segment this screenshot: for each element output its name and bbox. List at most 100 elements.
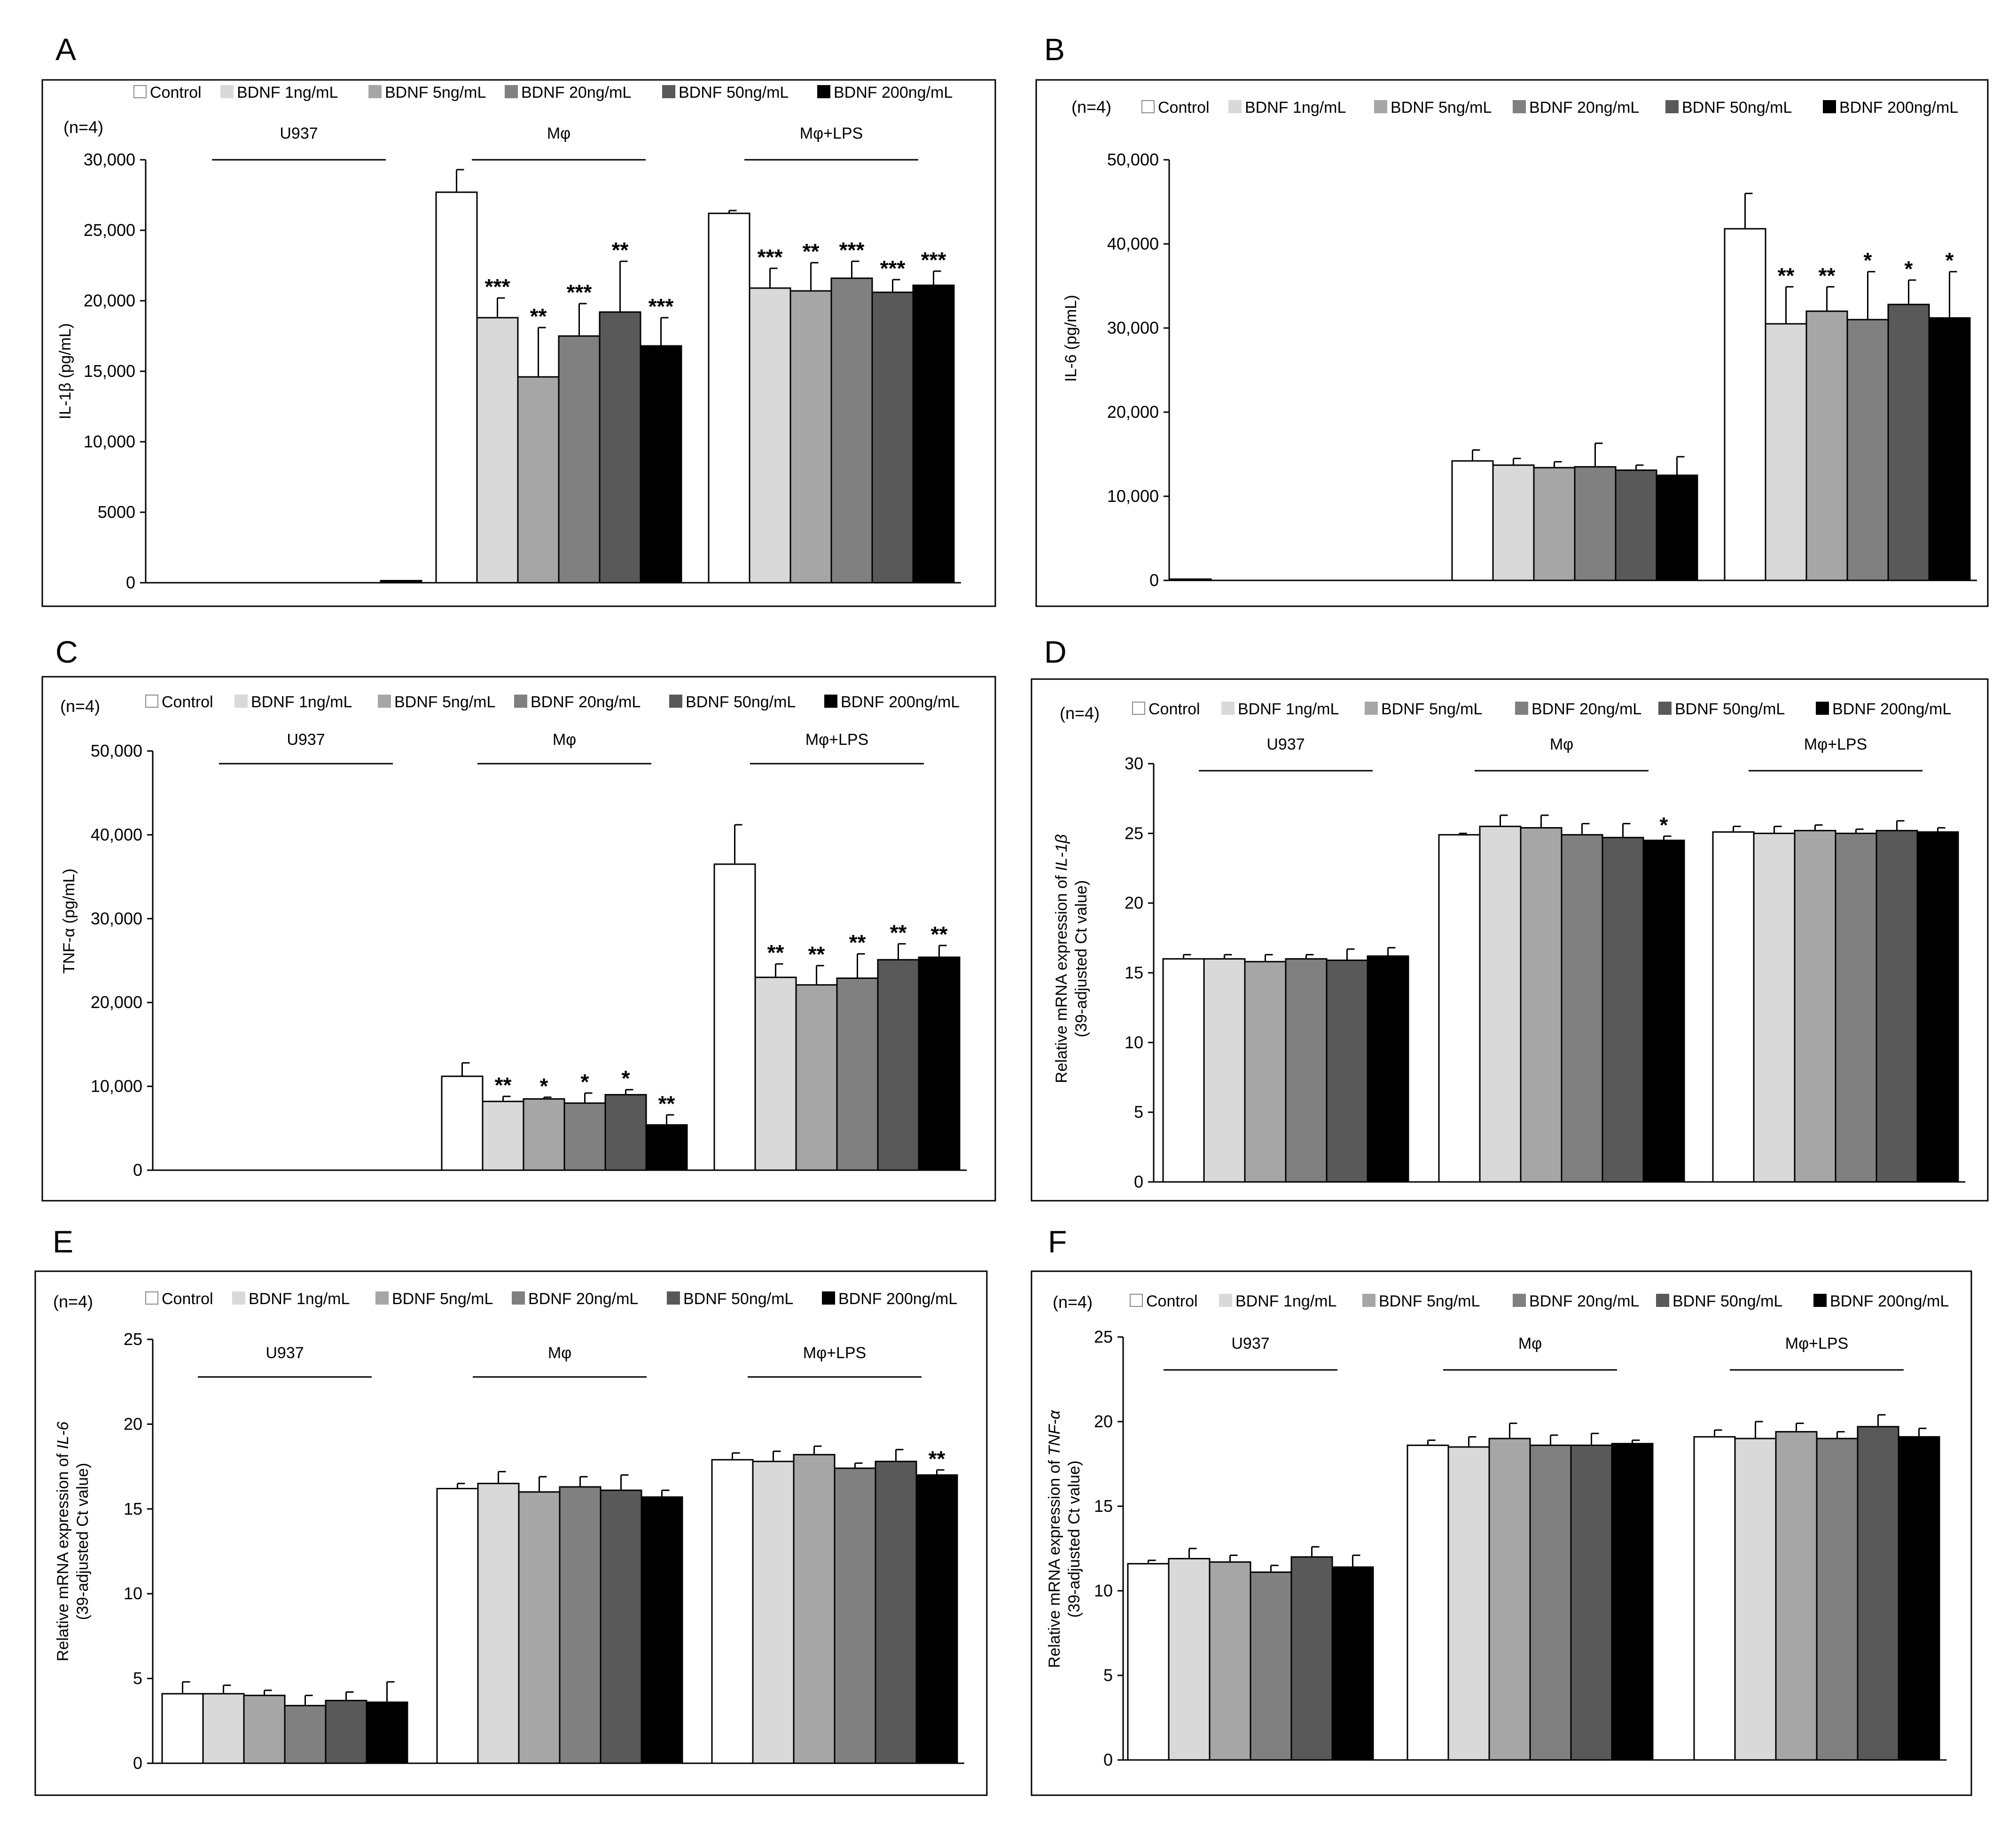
y-axis-label-line2: (39-adjusted Ct value) [1065, 1461, 1083, 1618]
panel-f: F (n=4) Control BDNF 1ng/mL BDNF 5ng/mL BDNF … [1031, 1224, 1972, 1796]
legend-entry: BDNF 20ng/mL [1529, 1292, 1639, 1310]
bars: *************************** [380, 169, 955, 584]
legend-entry: BDNF 5ng/mL [392, 1290, 493, 1308]
legend-swatch [1362, 1294, 1375, 1307]
legend-swatch [512, 1291, 525, 1305]
y-tick-label: 20 [124, 1414, 142, 1433]
bar [645, 1124, 688, 1171]
group-label: U937 [287, 731, 325, 749]
legend-entry: BDNF 5ng/mL [385, 84, 486, 102]
bar [795, 984, 838, 1171]
significance-mark: * [622, 1066, 630, 1091]
significance-mark: ** [658, 1091, 675, 1116]
bar [836, 977, 879, 1171]
legend-entry: Control [1158, 99, 1210, 117]
bar [1492, 464, 1535, 581]
legend: Control BDNF 1ng/mL BDNF 5ng/mL BDNF 20ng/m… [145, 693, 960, 711]
legend-swatch [1141, 100, 1155, 113]
bar [1875, 829, 1918, 1183]
legend: Control BDNF 1ng/mL BDNF 5ng/mL BDNF 20ng/m… [145, 1290, 957, 1308]
bar [918, 956, 961, 1171]
legend-swatch [667, 1291, 680, 1305]
bar [476, 317, 519, 584]
y-axis-label-line1: Relative mRNA expression of [1053, 871, 1071, 1083]
bar [912, 284, 955, 584]
y-axis-label-gene: TNF-α [1046, 1409, 1063, 1455]
significance-mark: * [1946, 248, 1954, 273]
bar [834, 1467, 876, 1764]
y-axis-label: IL-6 (pg/mL) [1062, 295, 1080, 382]
bar [325, 1700, 367, 1764]
legend-swatch [145, 1291, 158, 1305]
bar [477, 1483, 520, 1764]
legend-entry: BDNF 1ng/mL [237, 84, 338, 102]
y-tick-label: 25,000 [84, 220, 135, 240]
legend-entry: BDNF 20ng/mL [521, 84, 631, 102]
legend: Control BDNF 1ng/mL BDNF 5ng/mL BDNF 20ng/m… [1130, 1292, 1949, 1310]
legend-entry: Control [162, 1290, 213, 1308]
significance-mark: ** [803, 239, 820, 264]
n-label: (n=4) [60, 696, 100, 716]
panel-frame [1031, 678, 1989, 1202]
y-axis-label-line1: Relative mRNA expression of [1046, 1456, 1063, 1668]
legend-entry: BDNF 200ng/mL [841, 693, 960, 711]
bar [1447, 1446, 1490, 1761]
legend-entry: BDNF 200ng/mL [1830, 1292, 1949, 1310]
y-axis-label-line2: (39-adjusted Ct value) [1072, 880, 1090, 1038]
bar [1520, 827, 1563, 1183]
y-tick-label: 15 [1125, 963, 1143, 982]
bar [1734, 1438, 1777, 1761]
legend: Control BDNF 1ng/mL BDNF 5ng/mL BDNF 20ng/m… [1141, 99, 1958, 117]
bar [1367, 955, 1409, 1183]
legend-swatch [817, 85, 830, 98]
panel-letter: E [53, 1224, 73, 1259]
legend-swatch [378, 695, 391, 708]
bar [1611, 1443, 1654, 1761]
y-axis: 0 10,000 20,000 30,000 40,000 50,000 [91, 741, 967, 1180]
significance-mark: ** [808, 942, 825, 967]
y-tick-label: 30,000 [1107, 318, 1159, 337]
legend-entry: BDNF 200ng/mL [1839, 99, 1958, 117]
bar [915, 1474, 958, 1764]
legend-swatch [1816, 702, 1829, 715]
panel-b: B (n=4) Control BDNF 1ng/mL BDNF 5ng/mL BDNF … [1035, 32, 1989, 607]
bar [713, 863, 756, 1171]
legend-swatch [1132, 702, 1145, 715]
legend-swatch [375, 1291, 389, 1305]
legend-swatch [234, 695, 248, 708]
bar [754, 977, 797, 1171]
n-label: (n=4) [1060, 704, 1100, 723]
legend-entry: BDNF 50ng/mL [679, 84, 789, 102]
group-label: Mφ+LPS [1804, 735, 1868, 753]
y-axis-label: IL-1β (pg/mL) [56, 323, 74, 420]
legend-entry: Control [1146, 1292, 1198, 1310]
bar [1169, 578, 1212, 581]
bar [1451, 460, 1494, 581]
y-tick-label: 0 [133, 1160, 142, 1180]
y-axis-label: Relative mRNA expression of TNF-α(39-adj… [1046, 1409, 1083, 1668]
legend-swatch [505, 85, 518, 98]
bar [1928, 317, 1971, 581]
bar [752, 1461, 795, 1764]
legend-entry: BDNF 5ng/mL [1381, 700, 1482, 718]
bar [1775, 1431, 1818, 1761]
bar [1203, 958, 1246, 1183]
legend-swatch [1374, 100, 1387, 113]
bar [558, 335, 601, 584]
legend-swatch [220, 85, 234, 98]
panel-e: E (n=4) Control BDNF 1ng/mL BDNF 5ng/mL BDNF … [34, 1224, 988, 1796]
bar [1290, 1556, 1333, 1761]
significance-mark: * [1660, 813, 1668, 837]
legend-entry: BDNF 50ng/mL [1682, 99, 1792, 117]
y-tick-label: 5 [133, 1669, 142, 1688]
y-tick-label: 30,000 [84, 150, 135, 169]
bar [1615, 469, 1657, 581]
y-tick-label: 10,000 [91, 1077, 142, 1096]
y-tick-label: 15,000 [84, 361, 135, 381]
bar [1724, 228, 1766, 581]
legend-entry: BDNF 20ng/mL [1529, 99, 1639, 117]
y-tick-label: 0 [133, 1753, 142, 1773]
legend-swatch [145, 695, 158, 708]
y-tick-label: 10,000 [1107, 486, 1159, 506]
